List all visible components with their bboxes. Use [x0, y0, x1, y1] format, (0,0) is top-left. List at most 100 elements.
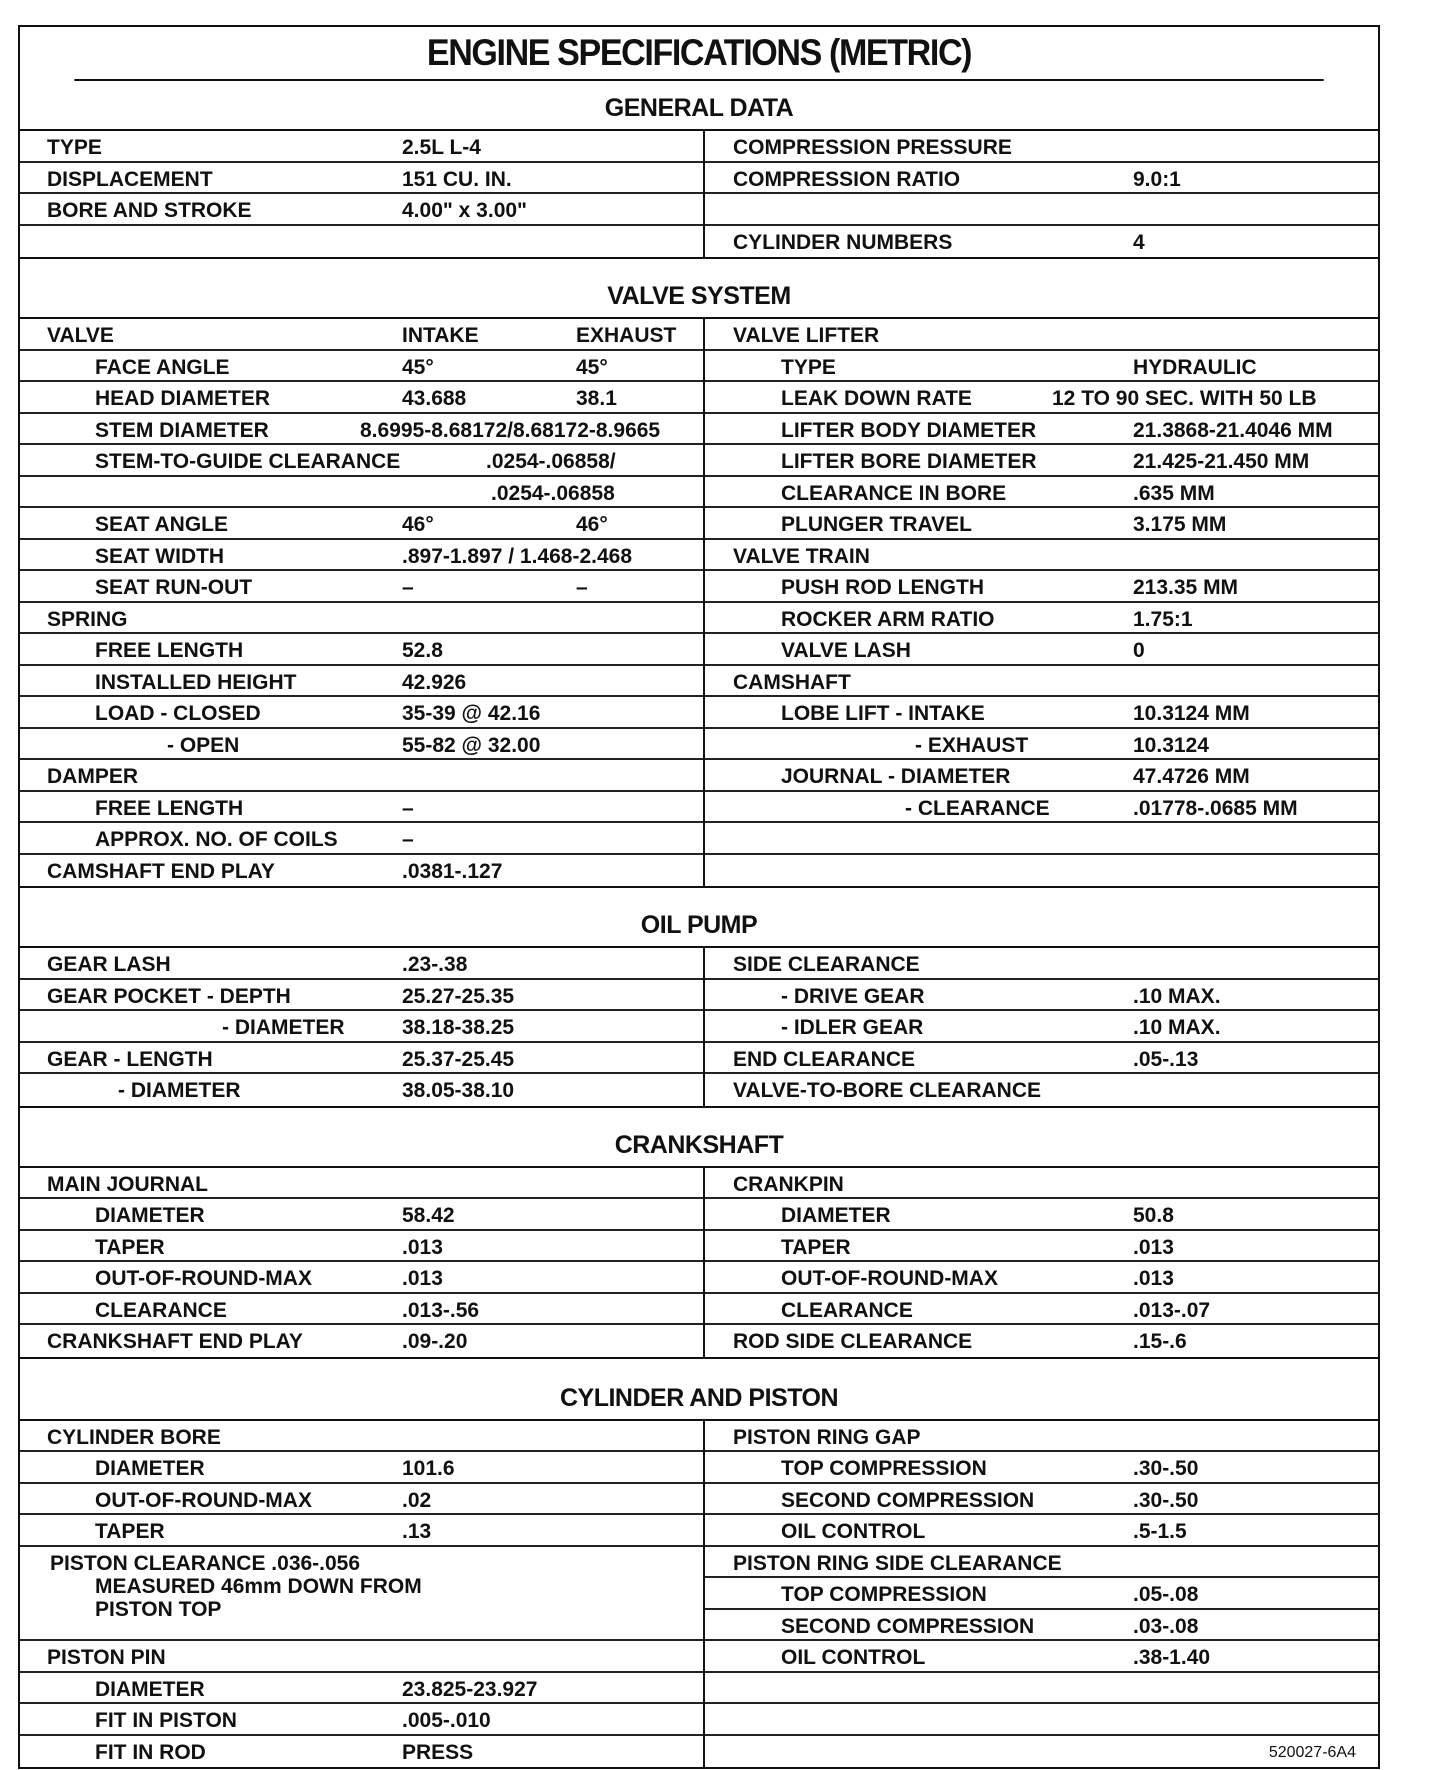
spec-label: CRANKSHAFT END PLAY [47, 1330, 303, 1353]
spec-row: - IDLER GEAR .10 MAX. [705, 1011, 1378, 1043]
left-column: VALVE INTAKE EXHAUST FACE ANGLE 45° 45° HEAD D… [20, 319, 705, 886]
spec-row [20, 226, 703, 258]
section-cyl: CYLINDER BORE DIAMETER 101.6 OUT-OF-ROUND-M… [20, 1420, 1378, 1768]
spec-row: FIT IN PISTON .005-.010 [20, 1704, 703, 1736]
right-column: PISTON RING GAP TOP COMPRESSION .30-.50 SEC… [705, 1421, 1378, 1768]
spec-row: SEAT ANGLE 46° 46° [20, 508, 703, 540]
spec-row: CYLINDER NUMBERS 4 [705, 226, 1378, 258]
spec-row: 520027-6A4 [705, 1736, 1378, 1768]
left-column: GEAR LASH .23-.38 GEAR POCKET - DEPTH 25.27… [20, 948, 705, 1106]
spec-label: OUT-OF-ROUND-MAX [95, 1267, 312, 1290]
spec-label: ROCKER ARM RATIO [781, 607, 995, 631]
spec-value: 21.3868-21.4046 MM [1133, 418, 1333, 442]
spec-row: DISPLACEMENT 151 CU. IN. [20, 163, 703, 194]
spec-value: .10 MAX. [1133, 1016, 1221, 1039]
spec-row: BORE AND STROKE 4.00" x 3.00" [20, 194, 703, 226]
section-crank: MAIN JOURNAL DIAMETER 58.42 TAPER .013 OUT-OF… [20, 1167, 1378, 1359]
spec-value: 9.0:1 [1133, 167, 1181, 191]
spec-row: CLEARANCE .013-.56 [20, 1294, 703, 1325]
spec-value: .635 MM [1133, 481, 1215, 505]
section-heading-oil: OIL PUMP [20, 888, 1378, 948]
spec-row: TOP COMPRESSION .05-.08 [705, 1578, 1378, 1610]
spec-label: VALVE TRAIN [733, 544, 870, 568]
spec-label: FREE LENGTH [95, 796, 244, 820]
spec-value: .013 [402, 1235, 443, 1259]
spec-label: APPROX. NO. OF COILS [95, 828, 338, 851]
spec-label: PUSH ROD LENGTH [781, 576, 985, 599]
spec-value: .013-.07 [1133, 1298, 1211, 1322]
left-column: CYLINDER BORE DIAMETER 101.6 OUT-OF-ROUND-M… [20, 1420, 705, 1767]
spec-row: ROCKER ARM RATIO 1.75:1 [705, 603, 1378, 634]
spec-label: CAMSHAFT END PLAY [47, 859, 275, 883]
spec-value-exhaust: 38.1 [576, 387, 617, 410]
spec-value: .30-.50 [1133, 1457, 1199, 1480]
spec-label: LEAK DOWN RATE [781, 387, 972, 410]
spec-value: 151 CU. IN. [402, 167, 512, 191]
spec-row: - DIAMETER 38.18-38.25 [20, 1011, 703, 1043]
spec-label: JOURNAL - DIAMETER [781, 765, 1011, 788]
spec-row: PISTON RING SIDE CLEARANCE [705, 1547, 1378, 1578]
spec-row: MAIN JOURNAL [20, 1168, 703, 1199]
spec-value: 1.75:1 [1133, 607, 1193, 631]
spec-row: SEAT WIDTH .897-1.897 / 1.468-2.468 [20, 540, 703, 571]
right-column: VALVE LIFTER TYPE HYDRAULIC LEAK DOWN RATE 1… [705, 319, 1378, 886]
spec-row: VALVE TRAIN [705, 540, 1378, 571]
spec-row: VALVE LASH 0 [705, 634, 1378, 666]
section-heading-general: GENERAL DATA [20, 81, 1378, 131]
spec-row: GEAR - LENGTH 25.37-25.45 [20, 1043, 703, 1074]
spec-value: 50.8 [1133, 1204, 1174, 1227]
spec-value: .02 [402, 1488, 432, 1512]
spec-label: DIAMETER [95, 1457, 205, 1480]
section-oil: GEAR LASH .23-.38 GEAR POCKET - DEPTH 25.27… [20, 948, 1378, 1108]
spec-note-line: PISTON TOP [95, 1597, 222, 1621]
spec-value: .01778-.0685 MM [1133, 796, 1298, 820]
spec-row: LOBE LIFT - INTAKE 10.3124 MM [705, 697, 1378, 729]
spec-label: FIT IN ROD [95, 1740, 206, 1764]
spec-row: INSTALLED HEIGHT 42.926 [20, 666, 703, 697]
spec-value: 0 [1133, 639, 1145, 662]
spec-row: SIDE CLEARANCE [705, 948, 1378, 980]
spec-value: 46° [402, 513, 434, 536]
spec-value: – [402, 796, 414, 820]
spec-row: JOURNAL - DIAMETER 47.4726 MM [705, 760, 1378, 792]
spec-label: TAPER [95, 1235, 165, 1259]
spec-value: .05-.08 [1133, 1583, 1199, 1606]
spec-value: HYDRAULIC [1133, 355, 1257, 379]
spec-value: 47.4726 MM [1133, 765, 1250, 788]
spec-label: GEAR LASH [47, 953, 171, 976]
spec-row: STEM DIAMETER 8.6995-8.68172/8.68172-8.96… [20, 414, 703, 445]
spec-row: SECOND COMPRESSION .03-.08 [705, 1610, 1378, 1641]
left-column: MAIN JOURNAL DIAMETER 58.42 TAPER .013 OUT-OF… [20, 1167, 705, 1357]
right-column: SIDE CLEARANCE - DRIVE GEAR .10 MAX. - IDLE… [705, 948, 1378, 1106]
spec-value: 43.688 [402, 387, 467, 410]
spec-row: OUT-OF-ROUND-MAX .02 [20, 1484, 703, 1515]
spec-row: OIL CONTROL .5-1.5 [705, 1515, 1378, 1547]
spec-label: PISTON RING SIDE CLEARANCE [733, 1551, 1062, 1575]
spec-label: HEAD DIAMETER [95, 387, 271, 410]
spec-label: GEAR POCKET - DEPTH [47, 984, 291, 1008]
spec-value: 52.8 [402, 639, 443, 662]
spec-value: .0254-.06858 [491, 481, 615, 505]
spec-label: DISPLACEMENT [47, 167, 213, 191]
spec-label: LIFTER BODY DIAMETER [781, 418, 1037, 442]
spec-label: INSTALLED HEIGHT [95, 670, 297, 694]
spec-label: CLEARANCE IN BORE [781, 481, 1007, 505]
right-column: COMPRESSION PRESSURE COMPRESSION RATIO 9.0… [705, 131, 1378, 257]
spec-row: PISTON CLEARANCE .036-.056 MEASURED 46mm … [20, 1547, 703, 1641]
spec-value: .5-1.5 [1133, 1520, 1187, 1543]
spec-label: PISTON PIN [47, 1646, 166, 1669]
spec-label: PISTON RING GAP [733, 1425, 921, 1449]
spec-label: TAPER [95, 1520, 165, 1543]
spec-label: MAIN JOURNAL [47, 1172, 208, 1196]
spec-row: LEAK DOWN RATE 12 TO 90 SEC. WITH 50 LB [705, 382, 1378, 414]
spec-label: BORE AND STROKE [47, 199, 252, 222]
spec-value: 38.05-38.10 [402, 1079, 515, 1102]
spec-label: DIAMETER [781, 1204, 891, 1227]
spec-value: 101.6 [402, 1457, 455, 1480]
spec-label: LOAD - CLOSED [95, 702, 261, 725]
spec-value: .30-.50 [1133, 1488, 1199, 1512]
spec-label: SECOND COMPRESSION [781, 1614, 1035, 1638]
spec-row: HEAD DIAMETER 43.688 38.1 [20, 382, 703, 414]
spec-row: PLUNGER TRAVEL 3.175 MM [705, 508, 1378, 540]
figure-code: 520027-6A4 [1268, 1743, 1356, 1761]
